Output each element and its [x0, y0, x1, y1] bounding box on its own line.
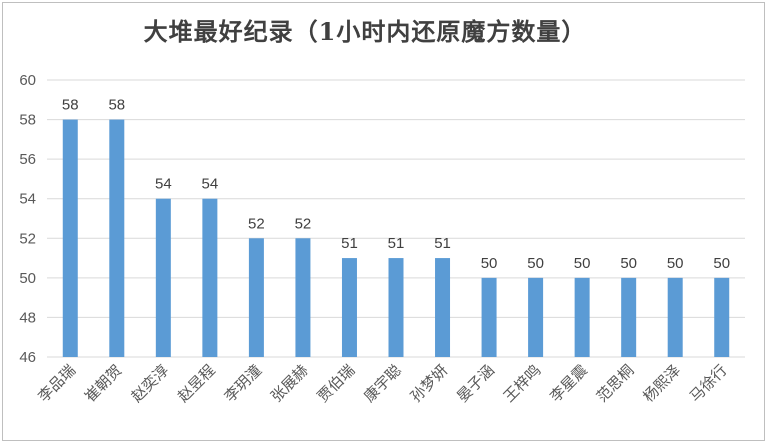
x-tick-label: 赵昱程 [174, 361, 219, 406]
x-tick-label: 李品瑞 [35, 361, 80, 406]
x-tick-label: 崔朝贺 [81, 361, 126, 406]
chart-title: 大堆最好纪录（1小时内还原魔方数量） [143, 17, 587, 46]
bar [714, 277, 730, 357]
bar [435, 258, 451, 357]
bar [295, 238, 311, 357]
bar [667, 277, 683, 357]
y-tick-label: 60 [19, 72, 36, 89]
data-label: 54 [155, 176, 172, 193]
data-label: 50 [574, 255, 591, 272]
bar [341, 258, 357, 357]
bar [481, 277, 497, 357]
data-label: 51 [341, 235, 358, 252]
x-tick-label: 孙梦妍 [407, 361, 452, 406]
y-tick-label: 58 [19, 112, 36, 129]
bars [62, 119, 730, 357]
bar [528, 277, 544, 357]
data-label: 50 [527, 255, 544, 272]
y-tick-label: 46 [19, 349, 36, 366]
y-axis-ticks: 46 48 50 52 54 56 58 60 [19, 72, 36, 366]
data-label: 50 [713, 255, 730, 272]
data-label: 52 [248, 215, 265, 232]
data-label: 52 [295, 215, 312, 232]
bar [388, 258, 404, 357]
x-tick-label: 杨熙泽 [639, 361, 684, 406]
bar [574, 277, 590, 357]
x-tick-label: 康宇聪 [360, 361, 405, 406]
x-tick-label: 李星震 [546, 361, 591, 406]
bar [155, 198, 171, 357]
x-axis-labels: 李品瑞 崔朝贺 赵奕淳 赵昱程 李玥潼 张展赫 贾伯瑞 康宇聪 孙梦妍 晏子涵 王梓鸣 李星震 范思桐杨… [35, 361, 731, 406]
x-tick-label: 王梓鸣 [500, 361, 545, 406]
data-label: 58 [108, 97, 125, 114]
y-tick-label: 54 [19, 191, 36, 208]
data-label: 50 [620, 255, 637, 272]
y-tick-label: 56 [19, 151, 36, 168]
y-tick-label: 50 [19, 270, 36, 287]
y-tick-label: 48 [19, 309, 36, 326]
x-tick-label: 范思桐 [593, 361, 638, 406]
x-tick-label: 贾伯瑞 [314, 361, 359, 406]
data-label: 54 [202, 176, 219, 193]
bar [62, 119, 78, 357]
x-tick-label: 马徐行 [686, 361, 731, 406]
data-labels: 58 58 54 54 52 52 51 51 51 50 50 50 50 50 50 [62, 97, 730, 272]
data-label: 50 [481, 255, 498, 272]
data-label: 51 [434, 235, 451, 252]
x-tick-label: 晏子涵 [453, 361, 498, 406]
data-label: 51 [388, 235, 405, 252]
data-label: 58 [62, 97, 79, 114]
bar [109, 119, 125, 357]
bar [621, 277, 637, 357]
x-tick-label: 赵奕淳 [128, 361, 173, 406]
y-tick-label: 52 [19, 230, 36, 247]
x-tick-label: 李玥潼 [221, 361, 266, 406]
chart-frame [2, 2, 765, 441]
data-label: 50 [667, 255, 684, 272]
bar [202, 198, 218, 357]
bar [248, 238, 264, 357]
x-tick-label: 张展赫 [267, 361, 312, 406]
